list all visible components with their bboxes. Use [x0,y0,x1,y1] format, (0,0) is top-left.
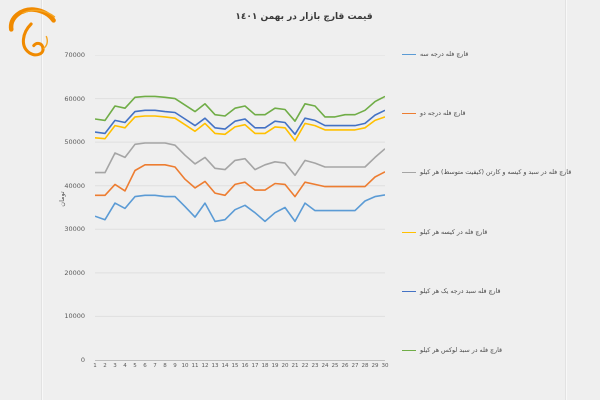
x-tick-label: 30 [381,363,389,369]
legend-line-swatch [402,172,416,174]
legend-label: قارچ فله در کیسه هر کیلو [420,228,488,236]
legend-line-swatch [402,290,416,292]
y-tick-label: 60000 [64,94,85,103]
x-axis-tick-labels: 1 2 3 4 5 6 7 8 9 10 11 12 13 14 15 16 17 18 19 20 21 22 23 24 2… [90,363,390,373]
legend-label: قارچ فله درجه سه [420,51,469,58]
legend-line-swatch [402,349,416,351]
series-line-3 [95,142,385,177]
x-tick-label: 16 [241,363,249,369]
x-tick-label: 17 [251,363,259,369]
y-tick-label: 40000 [64,181,85,190]
left-page-divider [41,0,42,400]
x-tick-label: 10 [181,363,189,369]
x-tick-label: 3 [113,363,117,369]
x-tick-label: 8 [163,363,167,369]
price-line-chart [95,55,385,317]
y-axis-tick-labels: 0 10000 20000 30000 40000 50000 60000 70000 [50,0,90,400]
y-tick-label: 20000 [64,268,85,277]
series-line-2 [95,164,385,198]
x-tick-label: 20 [281,363,289,369]
legend-item-2: قارچ فله درجه دو [402,109,564,118]
legend-line-swatch [402,113,416,115]
x-tick-label: 29 [371,363,379,369]
x-tick-label: 5 [133,363,137,369]
mushroom-logo-icon [8,7,56,57]
x-tick-label: 14 [221,363,229,369]
legend-label: قارچ فله در سبد و کیسه و کارتن (کیفیت مت… [420,169,572,177]
series-line-1 [95,194,385,223]
plot-area [95,55,385,361]
x-tick-label: 23 [311,363,319,369]
legend-item-4: قارچ فله در کیسه هر کیلو [402,228,564,237]
legend-item-5: قارچ فله سبد درجه یک هر کیلو [402,287,564,296]
series-line-5 [95,109,385,136]
x-tick-label: 19 [271,363,279,369]
chart-title: قیمت قارچ بازار در بهمن ١٤٠١ [235,12,373,22]
legend-item-6: قارچ فله در سبد لوکس هر کیلو [402,346,564,355]
x-tick-label: 12 [201,363,209,369]
legend-line-swatch [402,54,416,55]
y-tick-label: 0 [80,356,85,364]
legend-item-1: قارچ فله درجه سه [402,50,564,59]
legend-line-swatch [402,231,416,233]
x-tick-label: 24 [321,363,329,369]
chart-legend: قارچ فله درجه سه قارچ فله درجه دو قارچ فله… [402,50,571,355]
x-tick-label: 28 [361,363,369,369]
legend-item-3: قارچ فله در سبد و کیسه و کارتن (کیفیت مت… [402,168,571,177]
x-tick-label: 13 [211,363,219,369]
x-tick-label: 27 [351,363,359,369]
x-tick-label: 22 [301,363,309,369]
x-tick-label: 2 [103,363,107,369]
legend-label: قارچ فله درجه دو [420,110,466,118]
y-tick-label: 30000 [64,225,85,234]
series-line-6 [95,95,385,122]
legend-label: قارچ فله سبد درجه یک هر کیلو [420,287,501,295]
x-tick-label: 25 [331,363,339,369]
x-tick-label: 15 [231,363,239,369]
y-tick-label: 50000 [64,138,85,147]
x-tick-label: 11 [191,363,199,369]
legend-label: قارچ فله در سبد لوکس هر کیلو [420,346,503,354]
x-tick-label: 4 [123,363,127,369]
x-tick-label: 26 [341,363,349,369]
x-tick-label: 21 [291,363,299,369]
y-tick-label: 70000 [64,51,85,59]
y-tick-label: 10000 [64,312,85,321]
x-tick-label: 6 [143,363,147,369]
right-page-divider [565,0,566,400]
x-tick-label: 9 [173,363,177,369]
x-tick-label: 7 [153,363,157,369]
x-tick-label: 1 [93,363,97,369]
series-line-4 [95,115,385,142]
x-tick-label: 18 [261,363,269,369]
